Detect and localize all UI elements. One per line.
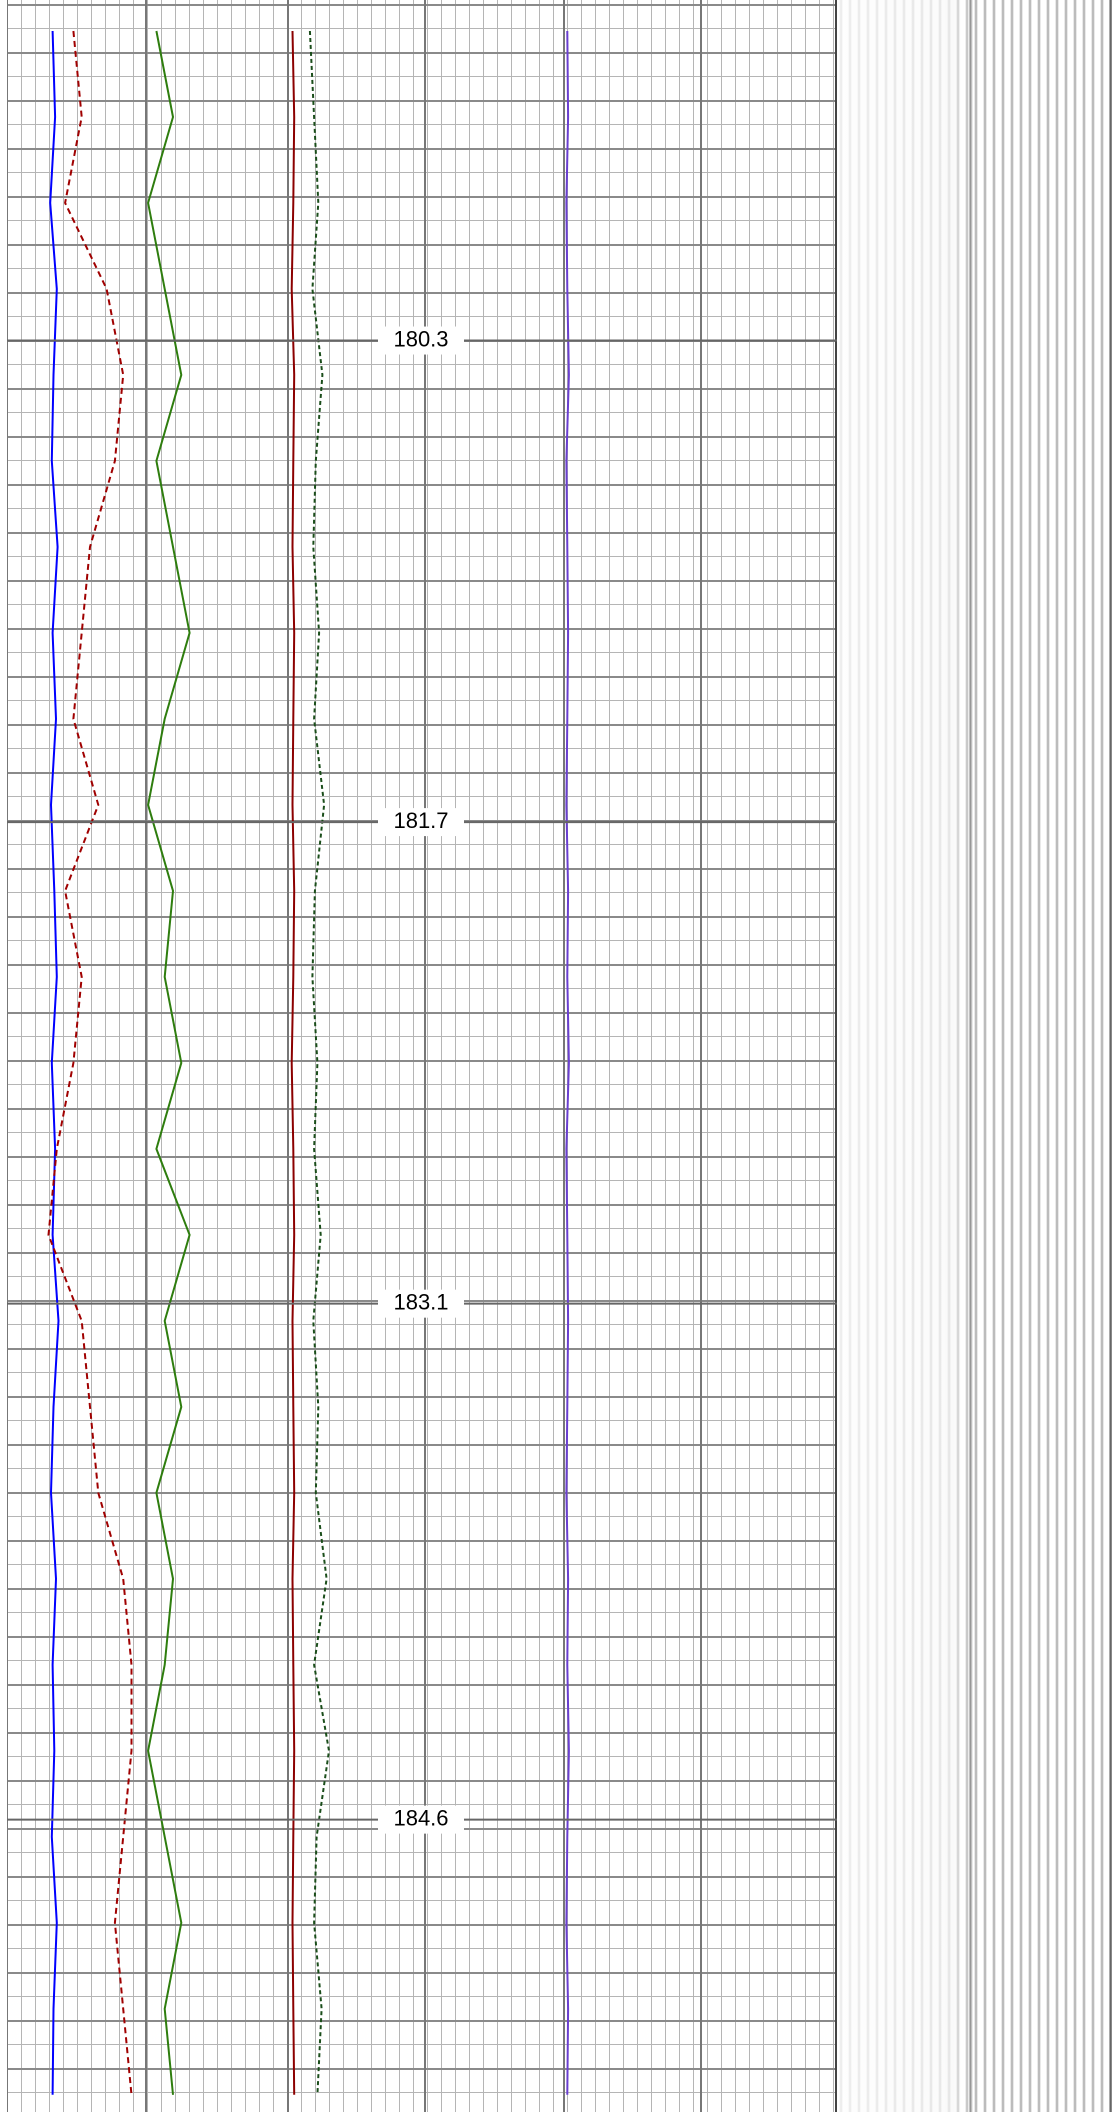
- depth-label: 180.3: [393, 326, 448, 351]
- depth-label-bg: [378, 1805, 464, 1834]
- log-curve: [308, 30, 331, 2095]
- depth-label-bg: [378, 326, 464, 355]
- depth-label: 184.6: [393, 1805, 448, 1830]
- depth-label-bg: [378, 808, 464, 837]
- depth-label: 183.1: [393, 1289, 448, 1314]
- depth-label: 181.7: [393, 808, 448, 833]
- log-curve: [147, 30, 191, 2095]
- log-curve: [290, 30, 296, 2095]
- log-curve: [49, 30, 60, 2095]
- log-curve: [47, 30, 133, 2095]
- seismic-panel: [839, 0, 1112, 2112]
- depth-label-bg: [378, 1289, 464, 1318]
- log-curve: [565, 30, 570, 2095]
